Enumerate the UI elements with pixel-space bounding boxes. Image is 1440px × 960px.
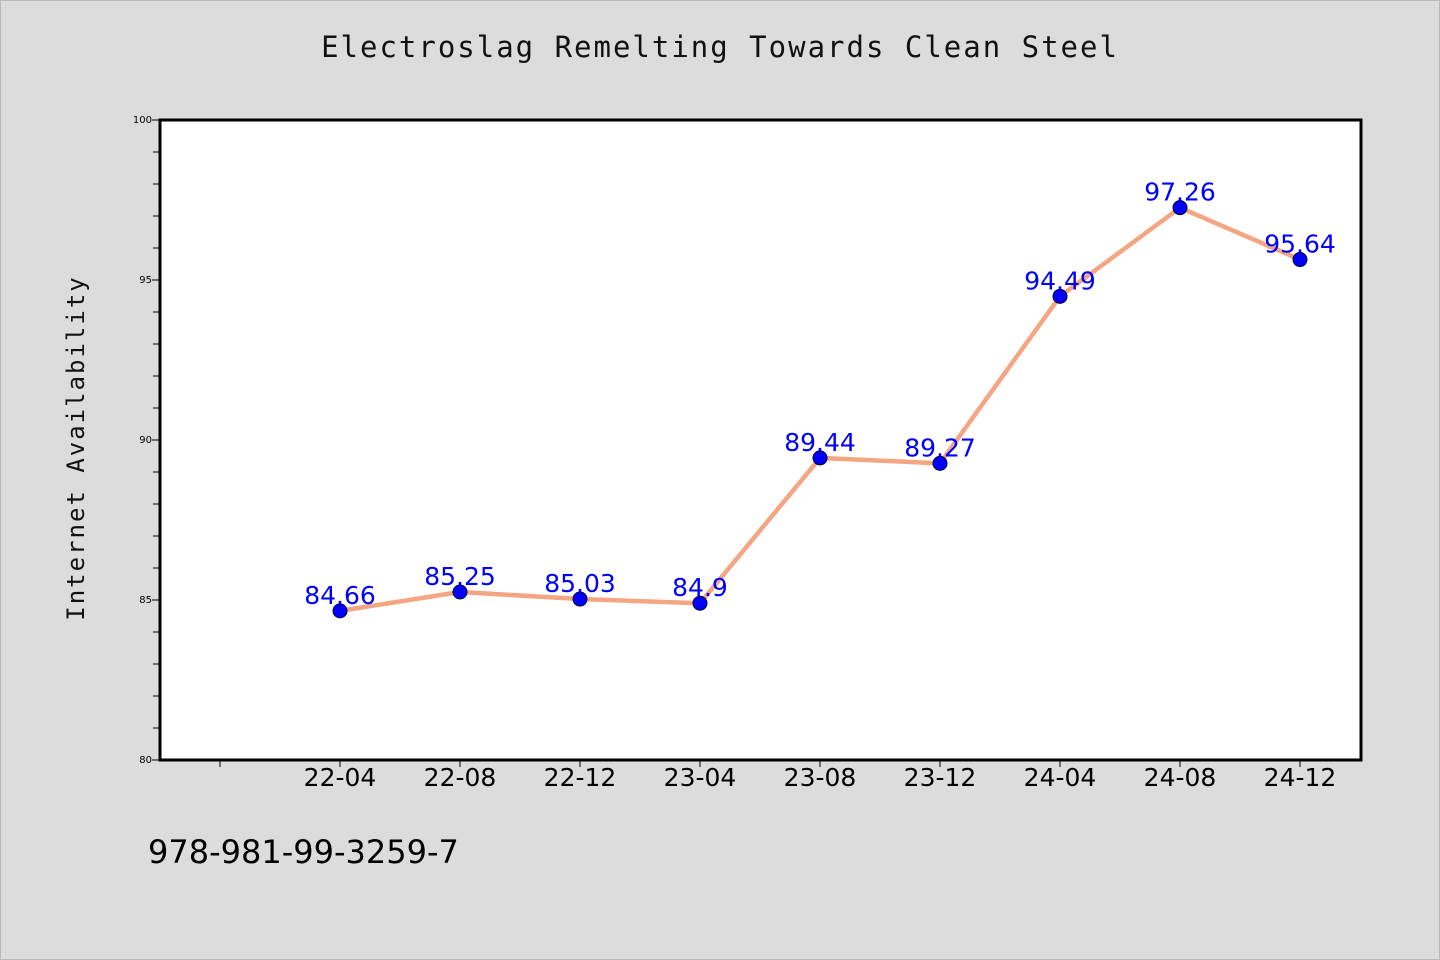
x-tick-label: 24-12 bbox=[1264, 763, 1337, 792]
data-point bbox=[692, 595, 708, 611]
x-tick-label: 23-12 bbox=[904, 763, 977, 792]
y-tick-label: 95 bbox=[139, 275, 152, 286]
data-point bbox=[332, 603, 348, 619]
data-label: 84.66 bbox=[304, 581, 376, 610]
data-label: 95.64 bbox=[1264, 230, 1336, 259]
data-point bbox=[572, 591, 588, 607]
data-point bbox=[452, 584, 468, 600]
chart-title: Electroslag Remelting Towards Clean Stee… bbox=[321, 30, 1119, 64]
y-axis: 80 85 90 95 100 bbox=[133, 115, 160, 766]
y-tick-label: 80 bbox=[139, 755, 152, 766]
x-tick-label: 24-04 bbox=[1024, 763, 1097, 792]
data-label: 89.27 bbox=[904, 433, 976, 462]
data-labels: 84.66 85.25 85.03 84.9 89.44 89.27 94.49 97.26 9… bbox=[304, 178, 1336, 610]
x-tick-label: 23-04 bbox=[664, 763, 737, 792]
x-tick-label: 23-08 bbox=[784, 763, 857, 792]
data-label: 84.9 bbox=[672, 573, 728, 602]
series-markers bbox=[332, 200, 1308, 619]
y-tick-label: 100 bbox=[133, 115, 152, 126]
x-tick-label: 22-04 bbox=[304, 763, 377, 792]
plot-area bbox=[158, 118, 1363, 762]
data-point bbox=[1052, 288, 1068, 304]
x-tick-label: 22-08 bbox=[424, 763, 497, 792]
y-tick-label: 85 bbox=[139, 595, 152, 606]
x-tick-label: 24-08 bbox=[1144, 763, 1217, 792]
data-label: 89.44 bbox=[784, 428, 856, 457]
y-tick-label: 90 bbox=[139, 435, 152, 446]
data-point bbox=[812, 450, 828, 466]
data-point bbox=[1292, 252, 1308, 268]
data-label: 85.25 bbox=[424, 562, 496, 591]
data-label: 94.49 bbox=[1024, 266, 1096, 295]
data-point bbox=[932, 455, 948, 471]
x-tick-label: 22-12 bbox=[544, 763, 617, 792]
isbn-text: 978-981-99-3259-7 bbox=[148, 833, 459, 871]
x-axis: 22-04 22-08 22-12 23-04 23-08 23-12 24-04 24-08… bbox=[219, 760, 1337, 792]
data-point bbox=[1172, 200, 1188, 216]
data-label: 97.26 bbox=[1144, 178, 1216, 207]
data-label: 85.03 bbox=[544, 569, 616, 598]
